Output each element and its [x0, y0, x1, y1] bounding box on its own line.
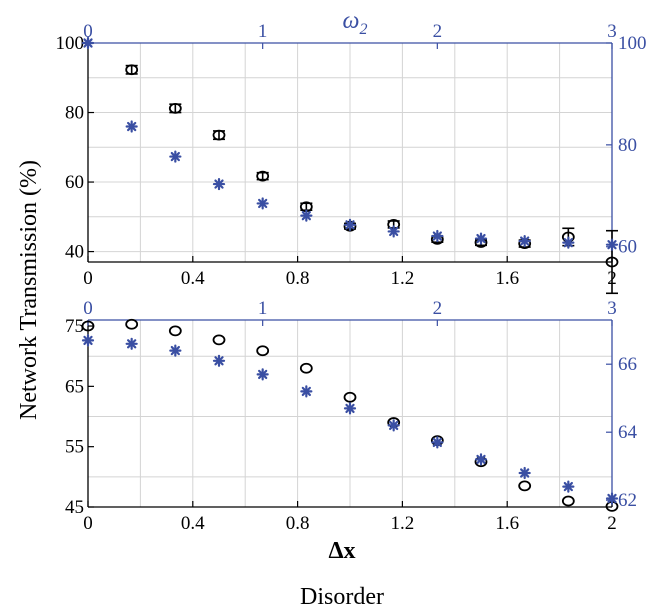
top-tick-label: 2 [433, 21, 443, 42]
circle-point [518, 480, 532, 492]
asterisk-point [518, 466, 531, 480]
y-tick-label: 75 [65, 316, 84, 337]
y-tick-label: 65 [65, 376, 84, 397]
right-tick-label: 80 [618, 135, 637, 156]
asterisk-point [212, 177, 226, 191]
x-tick-label: 0 [83, 268, 93, 289]
errorbar-point [212, 129, 226, 141]
y-axis-label: Network Transmission (%) [16, 160, 42, 420]
circle-point [299, 362, 313, 374]
x-tick-label: 0.8 [286, 268, 310, 289]
asterisk-point [562, 236, 575, 249]
circle-point [256, 345, 270, 357]
x-axis-label: Δx [328, 538, 355, 564]
asterisk-point [387, 419, 400, 432]
asterisk-point [343, 218, 357, 231]
asterisk-point [300, 209, 313, 222]
asterisk-point [474, 232, 488, 245]
bottom-panel: 0 0.4 0.8 1.2 1.6 2 0 1 2 3 75 65 55 45 66 64 62 [65, 298, 638, 534]
x-tick-label: 0 [83, 513, 93, 534]
right-tick-label: 64 [618, 422, 638, 443]
top-axis-label-symbol: ω [343, 8, 360, 34]
y-tick-label: 45 [65, 497, 84, 518]
errorbar-point [125, 64, 139, 76]
errorbar-point [256, 170, 270, 182]
x-tick-label: 2 [607, 513, 617, 534]
right-tick-label: 62 [618, 490, 637, 511]
top-tick-label: 1 [258, 298, 268, 319]
top-axis-label-subscript: 2 [359, 21, 367, 38]
top-tick-label: 0 [83, 298, 93, 319]
asterisk-point [212, 354, 226, 367]
top-tick-label: 0 [83, 21, 93, 42]
asterisk-point [431, 229, 444, 243]
right-tick-label: 100 [618, 33, 647, 54]
x-tick-label: 1.2 [391, 513, 415, 534]
right-tick-label: 60 [618, 237, 637, 258]
asterisk-point [125, 337, 138, 350]
asterisk-point [256, 368, 269, 381]
asterisk-point [169, 150, 182, 163]
asterisk-point [81, 36, 95, 50]
figure-caption: Disorder [300, 584, 384, 610]
y-tick-label: 80 [65, 103, 84, 124]
y-tick-label: 100 [56, 33, 85, 54]
errorbar-point [168, 102, 182, 114]
asterisk-point [125, 120, 138, 133]
y-tick-label: 40 [65, 242, 84, 263]
top-tick-label: 3 [607, 21, 617, 42]
top-panel: 00.40.81.21.6201231008060401008060 [56, 21, 647, 295]
asterisk-point [605, 492, 619, 505]
circle-point [343, 391, 357, 403]
circle-point [212, 334, 226, 346]
x-tick-label: 0.4 [181, 268, 205, 289]
asterisk-point [562, 480, 575, 493]
circle-point [125, 318, 139, 330]
asterisk-point [343, 402, 357, 415]
top-axis-label: ω2 [343, 8, 368, 38]
x-tick-label: 1.2 [391, 268, 415, 289]
asterisk-point [256, 197, 269, 210]
x-tick-label: 0.8 [286, 513, 310, 534]
top-tick-label: 3 [607, 298, 617, 319]
x-tick-label: 1.6 [495, 513, 519, 534]
asterisk-point [431, 436, 444, 449]
asterisk-point [518, 235, 531, 248]
x-tick-label: 0.4 [181, 513, 205, 534]
asterisk-point [474, 453, 488, 466]
circle-point [561, 495, 575, 507]
top-tick-label: 1 [258, 21, 268, 42]
asterisk-point [169, 344, 182, 357]
x-tick-label: 1.6 [495, 268, 519, 289]
circle-point [168, 325, 182, 337]
circle-point [81, 320, 95, 332]
asterisk-point [81, 334, 95, 347]
y-tick-label: 55 [65, 437, 84, 458]
top-tick-label: 2 [433, 298, 443, 319]
asterisk-point [605, 238, 619, 251]
right-tick-label: 66 [618, 354, 637, 375]
y-tick-label: 60 [65, 172, 84, 193]
asterisk-point [387, 225, 400, 238]
asterisk-point [300, 385, 313, 398]
